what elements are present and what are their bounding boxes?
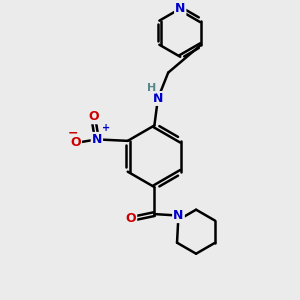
Text: N: N [173,209,184,222]
Text: O: O [126,212,136,225]
Text: N: N [175,2,185,15]
Text: N: N [173,209,184,222]
Text: N: N [92,133,102,146]
Text: O: O [70,136,81,149]
Text: +: + [102,123,110,133]
Text: N: N [153,92,163,105]
Text: H: H [147,83,156,93]
Text: −: − [68,127,78,140]
Text: O: O [88,110,99,123]
